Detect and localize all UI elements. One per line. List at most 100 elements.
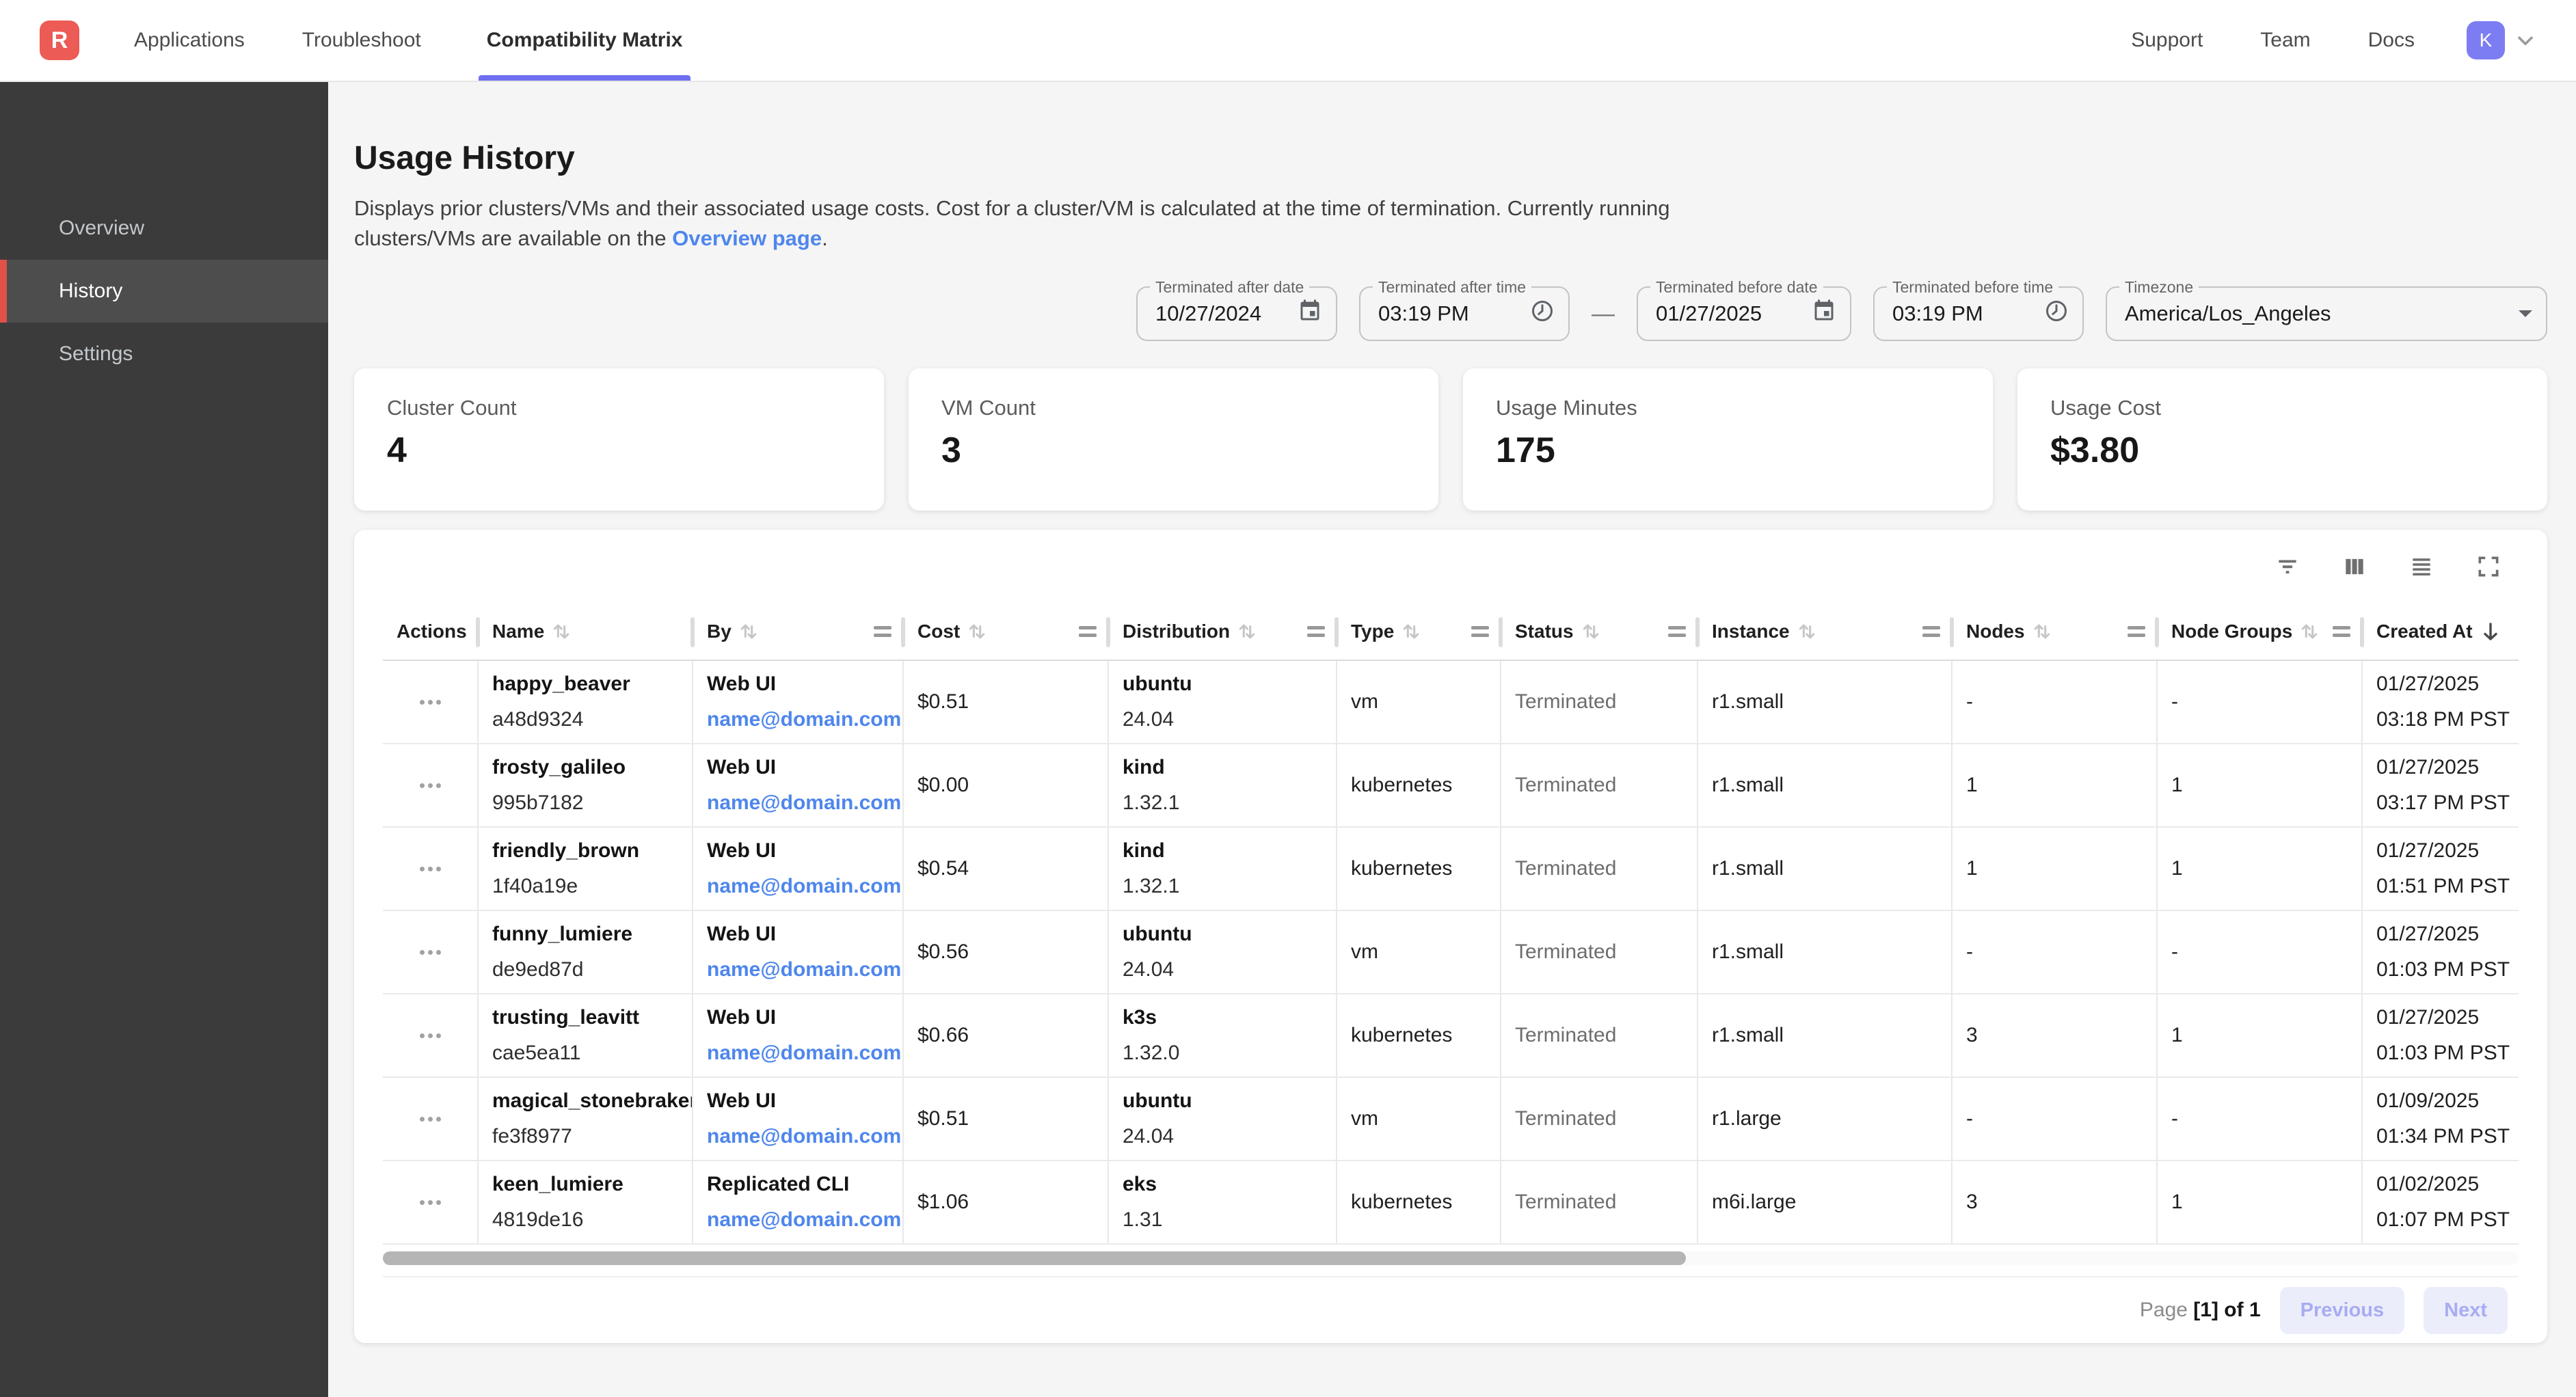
cell-cost: $0.51 bbox=[904, 1078, 1109, 1160]
chevron-down-icon[interactable] bbox=[2513, 28, 2538, 53]
scrollbar-track[interactable] bbox=[383, 1251, 2519, 1265]
previous-page-button[interactable]: Previous bbox=[2279, 1286, 2405, 1334]
cell-created-at: 01/27/2025 01:03 PM PST bbox=[2363, 994, 2516, 1076]
filters-bar: Terminated after date 10/27/2024 Termina… bbox=[354, 278, 2547, 341]
row-actions-button[interactable] bbox=[383, 744, 479, 826]
nav-item-team[interactable]: Team bbox=[2260, 29, 2310, 52]
calendar-icon[interactable] bbox=[1812, 299, 1836, 329]
column-menu-icon[interactable] bbox=[1079, 626, 1097, 637]
nav-item-troubleshoot[interactable]: Troubleshoot bbox=[302, 0, 421, 81]
nav-label: Troubleshoot bbox=[301, 29, 421, 51]
field-value[interactable]: 03:19 PM bbox=[1892, 301, 1983, 325]
column-menu-icon[interactable] bbox=[1307, 626, 1325, 637]
column-header-nodes[interactable]: Nodes bbox=[1950, 603, 2158, 660]
terminated-before-time-field[interactable]: Terminated before time 03:19 PM bbox=[1873, 278, 2084, 341]
field-value[interactable]: 10/27/2024 bbox=[1155, 301, 1262, 325]
ellipsis-icon bbox=[419, 783, 425, 788]
email-link[interactable]: name@domain.com bbox=[707, 791, 902, 814]
sidebar-item-label: History bbox=[59, 280, 123, 302]
description-line1: Displays prior clusters/VMs and their as… bbox=[354, 196, 1670, 220]
field-value[interactable]: 01/27/2025 bbox=[1656, 301, 1762, 325]
column-menu-icon[interactable] bbox=[1922, 626, 1940, 637]
density-icon[interactable] bbox=[2404, 549, 2439, 584]
row-actions-button[interactable] bbox=[383, 1161, 479, 1243]
row-actions-button[interactable] bbox=[383, 828, 479, 910]
column-header-distribution[interactable]: Distribution bbox=[1106, 603, 1337, 660]
columns-icon[interactable] bbox=[2337, 549, 2372, 584]
select-caret-icon[interactable] bbox=[2519, 310, 2532, 317]
cell-node-groups: 1 bbox=[2158, 744, 2363, 826]
table-row: frosty_galileo 995b7182 Web UI name@doma… bbox=[383, 744, 2519, 828]
column-header-created-at[interactable]: Created At bbox=[2360, 603, 2516, 660]
timezone-select[interactable]: Timezone America/Los_Angeles bbox=[2106, 278, 2547, 341]
distribution-name: ubuntu bbox=[1123, 1089, 1192, 1112]
row-actions-button[interactable] bbox=[383, 661, 479, 743]
created-time: 01:07 PM PST bbox=[2376, 1208, 2510, 1231]
field-value[interactable]: America/Los_Angeles bbox=[2125, 301, 2331, 325]
fullscreen-icon[interactable] bbox=[2471, 549, 2506, 584]
distribution-version: 1.32.0 bbox=[1123, 1042, 1180, 1064]
distribution-name: kind bbox=[1123, 839, 1165, 862]
status-badge: Terminated bbox=[1515, 690, 1617, 713]
column-header-by[interactable]: By bbox=[690, 603, 904, 660]
clock-icon[interactable] bbox=[2044, 299, 2069, 329]
column-menu-icon[interactable] bbox=[1668, 626, 1686, 637]
cell-by: Web UI name@domain.com bbox=[693, 1078, 904, 1160]
nav-label: Applications bbox=[134, 29, 245, 51]
avatar[interactable]: K bbox=[2467, 21, 2505, 59]
cell-cost: $0.54 bbox=[904, 828, 1109, 910]
cluster-id: 4819de16 bbox=[492, 1208, 584, 1231]
clock-icon[interactable] bbox=[1530, 299, 1555, 329]
column-menu-icon[interactable] bbox=[1471, 626, 1489, 637]
email-link[interactable]: name@domain.com bbox=[707, 875, 902, 897]
sidebar-item-history[interactable]: History bbox=[0, 260, 328, 323]
nav-item-compatibility-matrix[interactable]: Compatibility Matrix bbox=[478, 0, 691, 81]
email-link[interactable]: name@domain.com bbox=[707, 1125, 902, 1148]
column-header-cost[interactable]: Cost bbox=[901, 603, 1109, 660]
column-header-name[interactable]: Name bbox=[476, 603, 693, 660]
ellipsis-icon bbox=[419, 1116, 425, 1122]
replicated-logo[interactable]: R bbox=[40, 21, 79, 60]
column-header-status[interactable]: Status bbox=[1499, 603, 1698, 660]
email-link[interactable]: name@domain.com bbox=[707, 1042, 902, 1064]
terminated-before-date-field[interactable]: Terminated before date 01/27/2025 bbox=[1637, 278, 1851, 341]
description-line2: clusters/VMs are available on the bbox=[354, 226, 673, 250]
field-value[interactable]: 03:19 PM bbox=[1378, 301, 1469, 325]
sidebar-item-overview[interactable]: Overview bbox=[0, 197, 328, 260]
email-link[interactable]: name@domain.com bbox=[707, 1208, 902, 1231]
email-link[interactable]: name@domain.com bbox=[707, 958, 902, 981]
calendar-icon[interactable] bbox=[1298, 299, 1322, 329]
row-actions-button[interactable] bbox=[383, 994, 479, 1076]
terminated-after-time-field[interactable]: Terminated after time 03:19 PM bbox=[1359, 278, 1570, 341]
nav-item-docs[interactable]: Docs bbox=[2368, 29, 2415, 52]
row-actions-button[interactable] bbox=[383, 1078, 479, 1160]
filter-icon[interactable] bbox=[2270, 549, 2305, 584]
scrollbar-thumb[interactable] bbox=[383, 1251, 1686, 1265]
cluster-id: de9ed87d bbox=[492, 958, 584, 981]
column-header-type[interactable]: Type bbox=[1334, 603, 1501, 660]
cell-node-groups: - bbox=[2158, 1078, 2363, 1160]
cell-type: vm bbox=[1337, 1078, 1501, 1160]
nav-item-support[interactable]: Support bbox=[2131, 29, 2203, 52]
cell-created-at: 01/27/2025 01:03 PM PST bbox=[2363, 911, 2516, 993]
row-actions-button[interactable] bbox=[383, 911, 479, 993]
user-menu[interactable]: K bbox=[2467, 21, 2538, 59]
terminated-after-date-field[interactable]: Terminated after date 10/27/2024 bbox=[1136, 278, 1337, 341]
column-header-node-groups[interactable]: Node Groups bbox=[2155, 603, 2363, 660]
cluster-name: friendly_brown bbox=[492, 839, 640, 862]
created-date: 01/27/2025 bbox=[2376, 673, 2480, 695]
column-header-instance[interactable]: Instance bbox=[1695, 603, 1953, 660]
sidebar-item-settings[interactable]: Settings bbox=[0, 323, 328, 385]
horizontal-scrollbar bbox=[383, 1245, 2519, 1277]
column-menu-icon[interactable] bbox=[874, 626, 891, 637]
status-badge: Terminated bbox=[1515, 1024, 1617, 1046]
column-menu-icon[interactable] bbox=[2128, 626, 2145, 637]
column-menu-icon[interactable] bbox=[2333, 626, 2350, 637]
top-nav-bar: R Applications Troubleshoot Compatibilit… bbox=[0, 0, 2576, 82]
distribution-name: kind bbox=[1123, 756, 1165, 778]
nav-item-applications[interactable]: Applications bbox=[134, 0, 245, 81]
ellipsis-icon bbox=[419, 699, 425, 705]
email-link[interactable]: name@domain.com bbox=[707, 708, 902, 731]
next-page-button[interactable]: Next bbox=[2424, 1286, 2508, 1334]
overview-page-link[interactable]: Overview page bbox=[672, 226, 822, 250]
